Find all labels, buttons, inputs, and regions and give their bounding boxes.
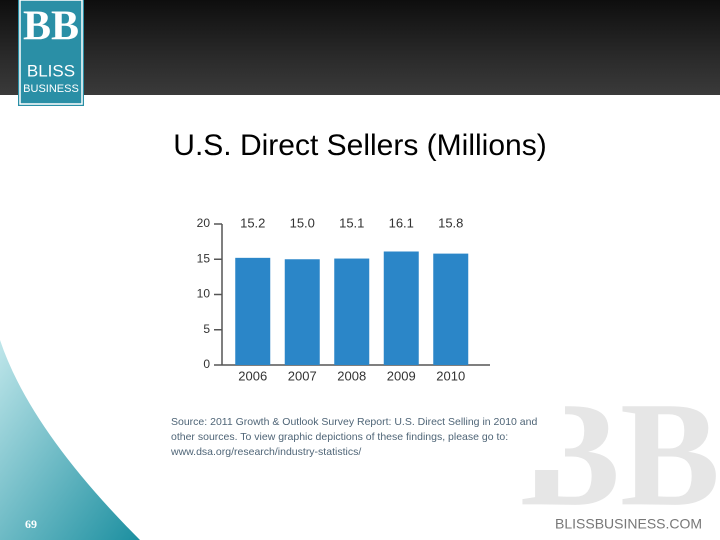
x-tick-label: 2008 [337, 368, 366, 383]
y-tick-label: 10 [197, 287, 211, 301]
source-line: other sources. To view graphic depiction… [171, 431, 508, 443]
y-tick-label: 15 [197, 251, 211, 265]
y-tick-label: 20 [197, 216, 211, 230]
value-label: 15.0 [290, 215, 315, 230]
value-label: 15.8 [438, 215, 463, 230]
header-bar [0, 0, 720, 95]
logo-mark: BB [23, 4, 79, 50]
bar [334, 258, 370, 365]
x-tick-label: 2007 [288, 368, 317, 383]
y-tick-label: 0 [203, 357, 210, 371]
source-line: www.dsa.org/research/industry-statistics… [170, 446, 361, 458]
source-line: Source: 2011 Growth & Outlook Survey Rep… [171, 416, 537, 428]
page-number: 69 [25, 517, 37, 531]
swoosh [0, 340, 140, 540]
logo-border [19, 0, 83, 105]
logo-line: BLISS [27, 61, 75, 80]
x-tick-label: 2006 [238, 368, 267, 383]
logo-box [18, 0, 84, 106]
value-label: 15.2 [240, 215, 265, 230]
x-tick-label: 2010 [436, 368, 465, 383]
y-tick-label: 5 [203, 322, 210, 336]
chart-title: U.S. Direct Sellers (Millions) [173, 129, 546, 162]
value-label: 16.1 [389, 215, 414, 230]
x-tick-label: 2009 [387, 368, 416, 383]
bar [235, 257, 271, 365]
footer-site: BLISSBUSINESS.COM [555, 516, 702, 532]
bar [383, 251, 419, 365]
bar [284, 259, 320, 365]
logo-line: BUSINESS [23, 83, 79, 95]
value-label: 15.1 [339, 215, 364, 230]
bar [433, 253, 469, 365]
chart: 0 5 10 15 20 2006 15.2 2007 15.0 2008 15.1 2009 16.1… [170, 215, 537, 457]
